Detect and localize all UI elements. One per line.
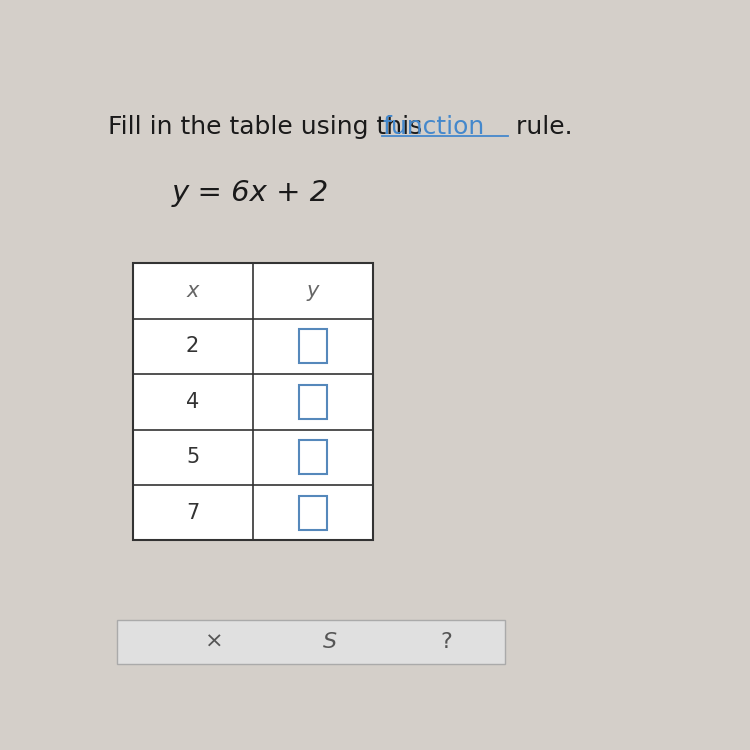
Bar bbox=[133, 263, 373, 541]
Text: rule.: rule. bbox=[509, 115, 573, 139]
Text: function: function bbox=[382, 115, 484, 139]
Text: 7: 7 bbox=[186, 503, 200, 523]
Text: ×: × bbox=[205, 632, 224, 652]
Text: 2: 2 bbox=[186, 337, 200, 356]
Text: x: x bbox=[186, 281, 199, 301]
Text: 4: 4 bbox=[186, 392, 200, 412]
Bar bbox=[298, 440, 327, 474]
Bar bbox=[298, 496, 327, 530]
Bar bbox=[117, 620, 505, 664]
Text: Fill in the table using this: Fill in the table using this bbox=[108, 115, 430, 139]
Text: y = 6x + 2: y = 6x + 2 bbox=[171, 178, 328, 206]
Bar bbox=[298, 385, 327, 418]
Text: y: y bbox=[307, 281, 319, 301]
Text: S: S bbox=[323, 632, 338, 652]
Text: ?: ? bbox=[440, 632, 452, 652]
Bar bbox=[298, 329, 327, 363]
Text: 5: 5 bbox=[186, 447, 200, 467]
